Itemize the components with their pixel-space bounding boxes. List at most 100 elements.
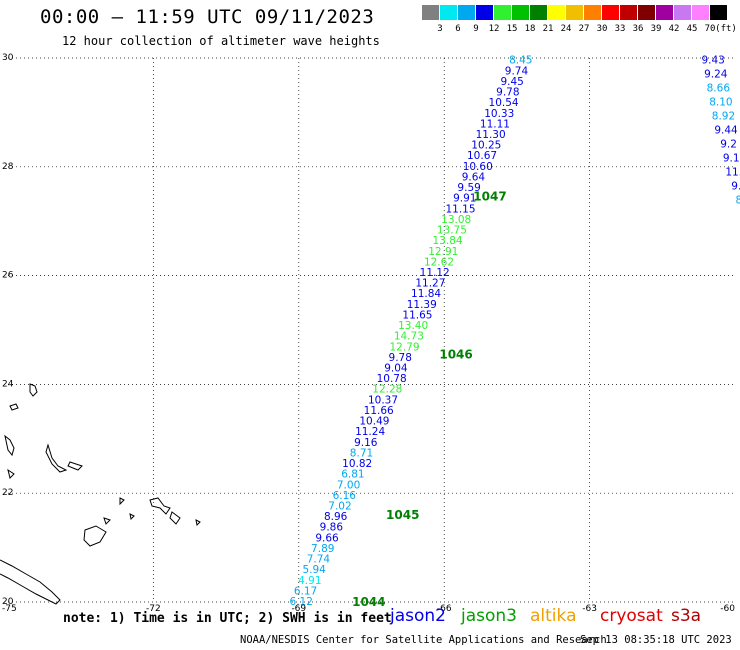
wave-height-value: 9.43: [701, 55, 724, 67]
scale-label: 27: [578, 24, 590, 34]
lon-tick-label: -75: [2, 604, 17, 614]
wave-height-value: 9.16: [354, 437, 378, 449]
scale-label: 6: [455, 24, 461, 34]
island-outlines: [0, 383, 201, 605]
cay-outline-3: [195, 519, 201, 527]
wave-height-value: 12.91: [428, 246, 458, 258]
scale-swatch: [566, 5, 584, 20]
bahamas-outline-1: [9, 403, 19, 411]
scale-swatch: [440, 5, 458, 20]
credit-timestamp: Sep 13 08:35:18 UTC 2023: [580, 634, 732, 646]
wave-height-value: 9.45: [500, 76, 523, 88]
wave-height-value: 7.74: [307, 554, 331, 566]
lon-tick-label: -72: [146, 604, 161, 614]
wave-height-value: 13.40: [398, 320, 428, 332]
axis-labels: -75 -72 -69 -66 -63 -60 30 28 26 24 22 20: [2, 53, 735, 614]
wave-height-value: 11.11: [480, 118, 510, 130]
wave-height-value: 9.1: [723, 153, 740, 165]
wave-height-value: 5.94: [302, 564, 326, 576]
scale-swatch: [476, 5, 494, 20]
wave-height-value: 9.91: [453, 193, 476, 205]
wave-height-value: 10.33: [484, 108, 514, 120]
scale-swatch: [602, 5, 620, 20]
wave-height-value: 9.86: [320, 522, 344, 534]
cycle-number-label: 1044: [352, 595, 385, 609]
wave-height-value: 11.12: [420, 267, 450, 279]
scale-label: 36: [632, 24, 644, 34]
satellite-cryosat: cryosat: [600, 606, 663, 626]
scale-swatch: [548, 5, 566, 20]
wave-height-value: 10.67: [467, 150, 497, 162]
wave-height-value: 12.28: [372, 384, 402, 396]
wave-height-value: 9.: [731, 181, 740, 193]
satellite-s3a: s3a: [671, 606, 702, 626]
scale-swatch: [584, 5, 602, 20]
cycle-labels: 1047 1046 1045 1044: [352, 190, 507, 609]
lat-tick-label: 28: [2, 162, 14, 172]
wave-height-value: 10.37: [368, 394, 398, 406]
lat-tick-label: 26: [2, 271, 14, 281]
wave-height-value: 11.30: [476, 129, 506, 141]
wave-height-value: 9.59: [457, 182, 480, 194]
scale-swatch: [620, 5, 638, 20]
wave-height-value: 13.84: [433, 235, 463, 247]
lon-tick-label: -69: [291, 604, 306, 614]
scale-label: 12: [488, 24, 500, 34]
map-subtitle: 12 hour collection of altimeter wave hei…: [62, 34, 380, 48]
lat-tick-label: 24: [2, 379, 14, 389]
wave-height-value: 11.66: [364, 405, 394, 417]
scale-swatch: [458, 5, 476, 20]
scale-swatch: [422, 5, 440, 20]
wave-height-value: 9.66: [315, 532, 339, 544]
bahamas-outline-4: [67, 461, 83, 471]
satellite-jason2: jason2: [390, 606, 446, 626]
lat-tick-label: 22: [2, 488, 13, 498]
wave-height-value: 10.78: [377, 373, 407, 385]
scale-label: 39: [650, 24, 662, 34]
lon-tick-label: -63: [582, 604, 597, 614]
bahamas-outline-6: [119, 497, 125, 506]
wave-height-value: 13.75: [437, 225, 467, 237]
cycle-number-label: 1045: [386, 508, 419, 522]
scale-label: 9: [473, 24, 479, 34]
lat-tick-label: 20: [2, 597, 14, 607]
cycle-number-label: 1047: [473, 190, 506, 204]
hispaniola-outline: [0, 559, 61, 605]
turks-outline: [149, 497, 171, 515]
map-title: 00:00 – 11:59 UTC 09/11/2023: [40, 6, 375, 28]
wave-height-value: 9.24: [704, 69, 728, 81]
scale-label: 21: [542, 24, 554, 34]
wave-height-value: 8.96: [324, 511, 348, 523]
wave-height-value: 7.00: [337, 479, 360, 491]
scale-label: 18: [524, 24, 536, 34]
wave-height-value: 10.82: [342, 458, 372, 470]
wave-height-value: 6.17: [294, 585, 317, 597]
wave-height-value: 9.2: [720, 139, 737, 151]
cay-outline-2: [129, 513, 135, 521]
cay-outline-1: [103, 517, 111, 525]
wave-height-value: 12.79: [390, 341, 420, 353]
scale-label: 24: [560, 24, 572, 34]
scale-label: 70: [704, 24, 716, 34]
wave-height-value: 11.65: [402, 309, 432, 321]
wave-height-value: 8: [736, 195, 740, 207]
wave-height-value: 12.62: [424, 256, 454, 268]
wave-height-value: 6.16: [333, 490, 357, 502]
scale-swatch: [530, 5, 548, 20]
inagua-outline: [83, 525, 107, 547]
scale-label: 30: [596, 24, 608, 34]
wave-height-value: 11.24: [355, 426, 385, 438]
scale-swatch: [512, 5, 530, 20]
wave-height-value: 9.74: [505, 65, 529, 77]
credit-text: NOAA/NESDIS Center for Satellite Applica…: [240, 634, 607, 646]
wave-height-value: 11.: [725, 167, 740, 179]
wave-height-value: 11.39: [407, 299, 437, 311]
satellite-altika: altika: [530, 606, 577, 626]
lon-tick-label: -60: [720, 604, 735, 614]
wave-height-value: 8.71: [350, 447, 373, 459]
wave-height-value: 9.44: [714, 125, 738, 137]
wave-height-value: 10.25: [471, 140, 501, 152]
scale-swatch: [656, 5, 674, 20]
wave-height-value: 7.89: [311, 543, 334, 555]
